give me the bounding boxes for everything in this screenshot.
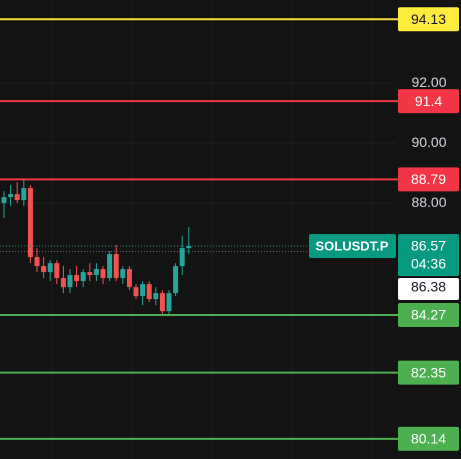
- last-price-box: [398, 234, 459, 276]
- candle-body: [21, 188, 27, 201]
- candle-body: [41, 266, 47, 273]
- level-label: 88.79: [411, 171, 446, 187]
- candle-body: [100, 269, 106, 279]
- level-label-box: [398, 167, 459, 192]
- candle-body: [74, 275, 80, 282]
- last-price-label: 86.57: [411, 238, 446, 254]
- candle-body: [67, 275, 73, 288]
- candle-body: [54, 263, 60, 279]
- level-label-box: [398, 303, 459, 327]
- candle-body: [14, 194, 20, 201]
- symbol-label: SOLUSDT.P: [316, 238, 389, 253]
- candle-body: [107, 254, 113, 279]
- y-tick-label: 92.00: [411, 74, 446, 90]
- candle-body: [47, 263, 53, 273]
- candle-body: [80, 272, 86, 282]
- candle-body: [87, 272, 93, 276]
- level-label-box: [398, 426, 459, 451]
- candle-body: [27, 188, 33, 258]
- candle-body: [126, 269, 132, 288]
- y-tick-label: 88.00: [411, 194, 446, 210]
- countdown-label: 04:36: [411, 256, 446, 272]
- bid-price-box: [398, 278, 459, 300]
- candle-body: [140, 284, 146, 297]
- candle-body: [133, 287, 139, 297]
- candle-body: [179, 248, 185, 267]
- level-label: 80.14: [411, 431, 446, 447]
- candle-body: [186, 246, 192, 249]
- candle-body: [93, 269, 99, 276]
- candle-body: [153, 293, 159, 300]
- level-label: 91.4: [415, 93, 442, 109]
- level-label: 94.13: [411, 11, 446, 27]
- level-label: 84.27: [411, 307, 446, 323]
- candle-body: [146, 284, 152, 300]
- level-label-box: [398, 89, 459, 114]
- y-tick-label: 90.00: [411, 134, 446, 150]
- candle-body: [34, 257, 40, 267]
- level-label-box: [398, 360, 459, 385]
- candle-body: [120, 269, 126, 279]
- level-label: 82.35: [411, 364, 446, 380]
- symbol-box: [309, 234, 396, 258]
- candle-body: [8, 194, 14, 198]
- candle-body: [113, 254, 119, 279]
- bid-price-label: 86.38: [411, 279, 446, 295]
- level-label-box: [398, 7, 459, 32]
- candle-body: [166, 293, 172, 312]
- candle-body: [60, 278, 66, 288]
- candle-body: [173, 266, 179, 294]
- candle-body: [1, 197, 7, 204]
- candle-body: [159, 293, 165, 312]
